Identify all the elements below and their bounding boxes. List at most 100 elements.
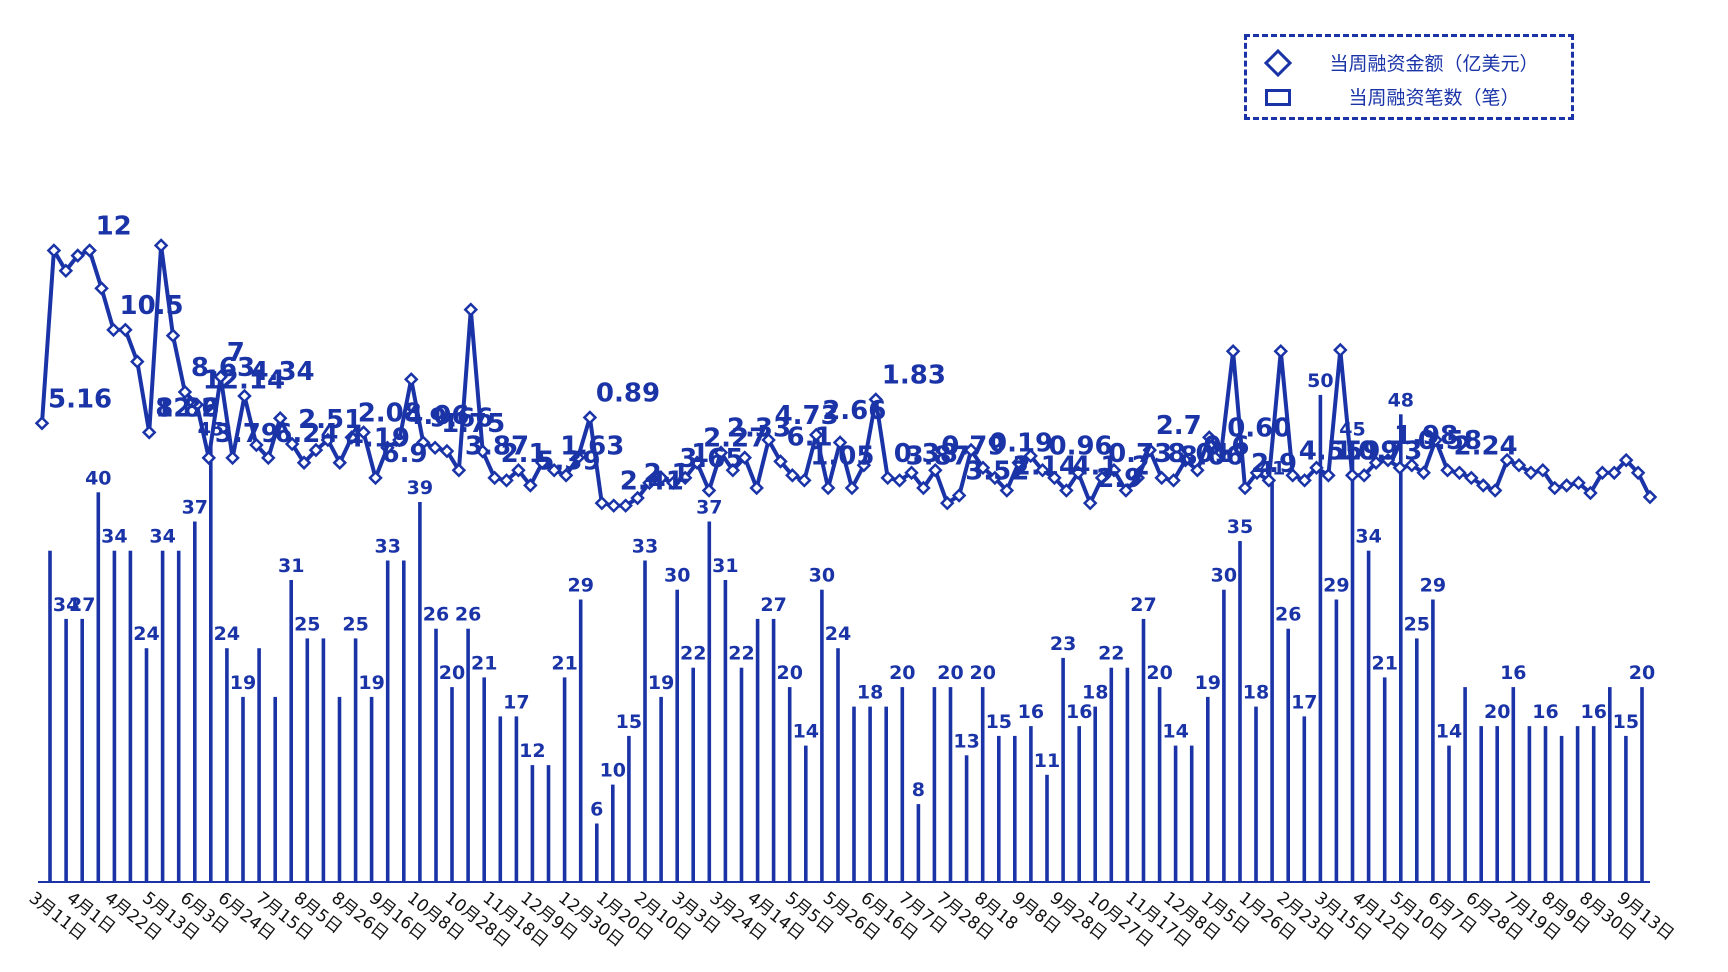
bar-mark: [1624, 735, 1628, 882]
bar-mark: [498, 716, 503, 882]
bar-data-label: 31: [278, 555, 304, 577]
line-point-marker: [463, 302, 479, 317]
bar-mark: [1463, 687, 1467, 882]
bar-mark: [128, 550, 133, 882]
line-point-marker: [344, 430, 359, 445]
bar-data-label: 15: [986, 711, 1012, 733]
bar-mark: [595, 823, 599, 882]
x-axis-tick-labels: 3月11日4月1日4月22日5月13日6月3日6月24日7月15日8月5日8月2…: [25, 888, 1678, 951]
line-data-label: 4.19: [346, 424, 410, 454]
line-point-marker: [1440, 463, 1455, 478]
line-point-marker: [1464, 470, 1479, 486]
line-point-marker: [1059, 483, 1074, 498]
bar-data-label: 33: [374, 536, 400, 558]
bar-data-label: 16: [1580, 701, 1606, 723]
line-point-marker: [689, 455, 705, 470]
line-data-label: 2.33: [727, 414, 791, 444]
line-point-marker: [320, 432, 336, 448]
line-point-marker: [332, 455, 348, 470]
line-data-label: 0.6: [1203, 431, 1249, 461]
bar-data-label: 33: [632, 536, 658, 558]
bar-mark: [257, 648, 261, 882]
bar-mark: [321, 638, 326, 882]
line-point-marker: [1225, 344, 1241, 359]
bar-data-label: 23: [1050, 633, 1076, 655]
line-point-marker: [868, 392, 884, 407]
bar-data-label: 22: [728, 643, 754, 665]
bar-mark: [337, 696, 342, 882]
bar-data-label: 19: [648, 672, 674, 694]
line-point-marker: [296, 455, 312, 470]
bar-mark: [1077, 726, 1081, 882]
line-point-marker: [582, 410, 598, 425]
bar-data-label: 21: [471, 652, 497, 674]
bar-mark: [1189, 745, 1194, 882]
bar-data-label: 50: [1307, 370, 1333, 392]
line-point-marker: [487, 470, 502, 486]
line-point-marker: [1321, 468, 1336, 483]
bar-data-label: 16: [1500, 662, 1526, 684]
bar-mark: [1270, 482, 1274, 882]
bar-mark: [530, 765, 535, 882]
line-point-marker: [153, 238, 169, 253]
bar-data-label: 15: [616, 711, 642, 733]
line-data-label: 4.34: [251, 357, 315, 387]
bar-mark: [675, 589, 679, 882]
bar-mark: [1608, 687, 1612, 882]
line-point-marker: [1452, 465, 1467, 481]
line-point-marker: [451, 463, 467, 478]
line-point-marker: [1213, 445, 1229, 460]
line-data-label: 4.73: [775, 401, 839, 431]
line-data-label: 0.89: [596, 379, 660, 409]
bar-mark: [916, 804, 921, 882]
bar-mark: [1109, 667, 1114, 882]
bar-data-label: 14: [1162, 721, 1188, 743]
line-point-marker: [1130, 470, 1146, 486]
bar-mark: [209, 443, 213, 882]
line-point-marker: [201, 450, 217, 466]
line-point-marker: [951, 488, 967, 503]
line-point-marker: [880, 470, 895, 486]
line-point-marker: [380, 440, 395, 456]
bar-mark: [1447, 745, 1451, 882]
bar-mark: [578, 599, 583, 882]
line-point-marker: [1047, 470, 1062, 486]
bar-mark: [1013, 735, 1017, 882]
bar-mark: [1141, 618, 1146, 882]
line-point-marker: [499, 473, 514, 488]
line-data-label: 2.9: [1096, 464, 1142, 494]
bar-mark: [1238, 541, 1242, 882]
bar-mark: [1479, 726, 1483, 882]
bar-mark: [1591, 726, 1596, 882]
legend: 当周融资金额（亿美元） 当周融资笔数（笔）: [1244, 34, 1574, 120]
line-point-marker: [1166, 473, 1181, 488]
line-point-marker: [1583, 485, 1598, 501]
bar-mark: [1318, 394, 1323, 882]
line-point-marker: [272, 410, 288, 426]
bar-mark: [1093, 706, 1097, 882]
bar-marker-icon: [1265, 85, 1291, 106]
line-point-marker: [1511, 457, 1527, 473]
bar-mark: [96, 492, 101, 882]
line-data-label: 2.08: [358, 398, 422, 428]
line-data-label: 8.86: [155, 393, 219, 423]
line-point-marker: [570, 450, 586, 465]
line-data-label: 2.9: [1251, 449, 1297, 479]
bar-mark: [1045, 774, 1049, 882]
bar-data-label: 24: [825, 623, 851, 645]
line-point-marker: [82, 243, 97, 258]
bar-mark: [611, 784, 615, 882]
bar-data-label: 31: [712, 555, 738, 577]
line-point-marker: [1094, 470, 1110, 486]
line-point-marker: [975, 460, 991, 476]
line-point-marker: [1642, 489, 1658, 505]
bar-data-label: 41: [1259, 458, 1285, 480]
line-data-label: 1.05: [810, 441, 874, 471]
line-data-label: 2.27: [703, 424, 767, 454]
line-data-label: 2.1: [501, 439, 547, 469]
bar-mark: [353, 638, 358, 882]
bar-mark: [1366, 550, 1371, 882]
bar-data-label: 25: [1404, 613, 1430, 635]
line-point-marker: [1273, 344, 1289, 359]
line-point-marker: [1535, 463, 1551, 478]
